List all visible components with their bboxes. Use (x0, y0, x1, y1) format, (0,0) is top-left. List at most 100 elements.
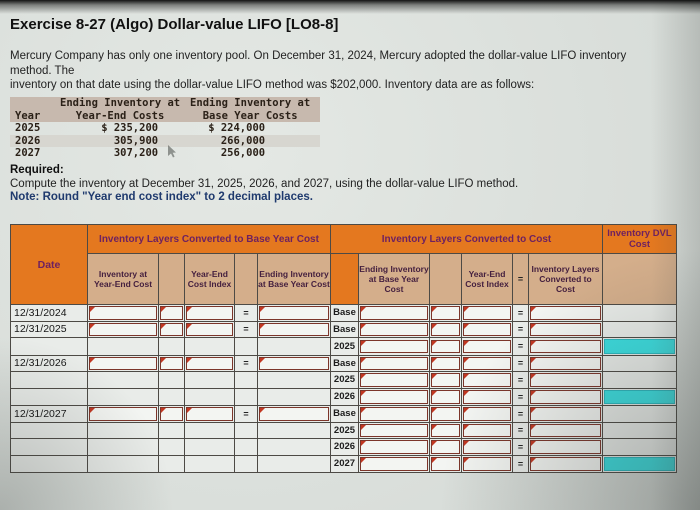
input-ending-inventory-base-year-cost[interactable] (259, 356, 329, 370)
inventory-dvl-cost-cell (602, 438, 677, 456)
input-operator[interactable] (431, 440, 460, 454)
input-operator[interactable] (431, 457, 460, 471)
input-year-end-cost-index[interactable] (463, 440, 511, 454)
equals-cell-right: = (512, 304, 529, 322)
cell-inventory-layers-converted-to-cost (528, 387, 603, 406)
input-inventory-at-year-end-cost[interactable] (89, 322, 157, 336)
input-inventory-layers-converted-to-cost[interactable] (530, 407, 601, 421)
comment-marker-icon (464, 340, 469, 346)
input-operator[interactable] (431, 356, 460, 370)
input-year-end-cost-index[interactable] (463, 339, 511, 353)
input-year-end-cost-index[interactable] (463, 356, 511, 370)
input-operator[interactable] (160, 407, 183, 421)
comment-marker-icon (531, 458, 536, 463)
mouse-cursor-icon (168, 145, 176, 158)
layer-label-cell: 2027 (330, 454, 359, 473)
input-inventory-at-year-end-cost[interactable] (89, 306, 157, 320)
input-inventory-layers-converted-to-cost[interactable] (530, 339, 601, 353)
cell-ending-inventory-base-year-cost-right (358, 438, 430, 456)
col-header-yec-line1: Ending Inventory at (60, 97, 181, 110)
cell-operator-left (158, 371, 185, 389)
input-inventory-layers-converted-to-cost[interactable] (530, 322, 601, 336)
cell-ending-inventory-base-year-cost (257, 405, 331, 423)
input-inventory-layers-converted-to-cost[interactable] (530, 423, 601, 437)
comment-marker-icon (260, 408, 265, 413)
input-ending-inventory-base-year-cost[interactable] (360, 390, 428, 404)
cell-ending-inventory-base-year-cost (257, 371, 331, 389)
input-year-end-cost-index[interactable] (463, 373, 511, 387)
input-inventory-layers-converted-to-cost[interactable] (530, 306, 601, 320)
equals-cell-right: = (512, 454, 529, 473)
cell-year-end-cost-index-right (461, 438, 513, 456)
inventory-dvl-cost-cell (602, 454, 677, 473)
input-year-end-cost-index[interactable] (463, 306, 511, 320)
required-label: Required: (10, 164, 64, 176)
input-inventory-layers-converted-to-cost[interactable] (530, 440, 601, 454)
input-year-end-cost-index[interactable] (186, 322, 233, 336)
input-operator[interactable] (431, 322, 460, 336)
input-year-end-cost-index[interactable] (463, 423, 511, 437)
input-operator[interactable] (431, 373, 460, 387)
input-year-end-cost-index[interactable] (463, 390, 511, 404)
comment-marker-icon (531, 323, 536, 329)
input-ending-inventory-base-year-cost[interactable] (360, 322, 428, 336)
inventory-data-header-row-2: Year Year-End Costs Base Year Costs (10, 109, 321, 122)
dvl-answer-highlight-cell[interactable] (604, 456, 675, 471)
input-inventory-layers-converted-to-cost[interactable] (530, 356, 601, 370)
input-operator[interactable] (431, 306, 460, 320)
cell-operator-right (429, 421, 462, 439)
input-operator[interactable] (431, 390, 460, 404)
input-year-end-cost-index[interactable] (463, 407, 511, 421)
comment-marker-icon (432, 424, 437, 430)
input-ending-inventory-base-year-cost[interactable] (360, 339, 428, 353)
input-year-end-cost-index[interactable] (186, 356, 233, 370)
col-header-byc-line1: Ending Inventory at (180, 97, 321, 110)
comment-marker-icon (531, 441, 536, 446)
input-ending-inventory-base-year-cost[interactable] (360, 457, 428, 471)
cell-ending-inventory-base-year-cost (257, 454, 331, 473)
input-operator[interactable] (431, 339, 460, 353)
comment-marker-icon (432, 374, 437, 379)
comment-marker-icon (361, 424, 366, 430)
cell-inventory-at-year-end-cost (87, 304, 159, 322)
header-equals-blank (234, 253, 258, 305)
input-ending-inventory-base-year-cost[interactable] (360, 440, 428, 454)
input-ending-inventory-base-year-cost[interactable] (360, 407, 428, 421)
cell-operator-left (158, 421, 185, 439)
input-ending-inventory-base-year-cost[interactable] (259, 306, 329, 320)
input-ending-inventory-base-year-cost[interactable] (259, 407, 329, 421)
input-ending-inventory-base-year-cost[interactable] (360, 423, 428, 437)
comment-marker-icon (432, 323, 437, 329)
input-year-end-cost-index[interactable] (186, 407, 233, 421)
inventory-dvl-cost-cell (602, 371, 677, 389)
layer-label-cell: 2026 (330, 438, 359, 456)
input-operator[interactable] (160, 322, 183, 336)
input-ending-inventory-base-year-cost[interactable] (360, 356, 428, 370)
input-year-end-cost-index[interactable] (463, 457, 511, 471)
cell-inventory-layers-converted-to-cost (528, 438, 603, 456)
header-layer-label-blank (330, 253, 359, 305)
input-ending-inventory-base-year-cost[interactable] (360, 306, 428, 320)
input-operator[interactable] (431, 407, 460, 421)
input-inventory-layers-converted-to-cost[interactable] (530, 457, 601, 471)
equals-cell-right: = (512, 320, 529, 338)
cell-inventory-at-year-end-cost (87, 337, 159, 356)
input-inventory-layers-converted-to-cost[interactable] (530, 390, 601, 404)
input-year-end-cost-index[interactable] (463, 322, 511, 336)
dvl-answer-highlight-cell[interactable] (604, 389, 675, 404)
input-inventory-layers-converted-to-cost[interactable] (530, 373, 601, 387)
comment-marker-icon (531, 357, 536, 363)
input-inventory-at-year-end-cost[interactable] (89, 407, 157, 421)
input-operator[interactable] (160, 306, 183, 320)
input-ending-inventory-base-year-cost[interactable] (259, 322, 329, 336)
date-cell: 12/31/2027 (10, 405, 88, 423)
date-column-header: Date (10, 224, 88, 305)
input-inventory-at-year-end-cost[interactable] (89, 356, 157, 370)
input-ending-inventory-base-year-cost[interactable] (360, 373, 428, 387)
col-header-year: Year (10, 109, 60, 122)
dvl-answer-highlight-cell[interactable] (604, 339, 675, 354)
input-year-end-cost-index[interactable] (186, 306, 233, 320)
input-operator[interactable] (160, 356, 183, 370)
equals-cell-left (234, 337, 258, 356)
input-operator[interactable] (431, 423, 460, 437)
